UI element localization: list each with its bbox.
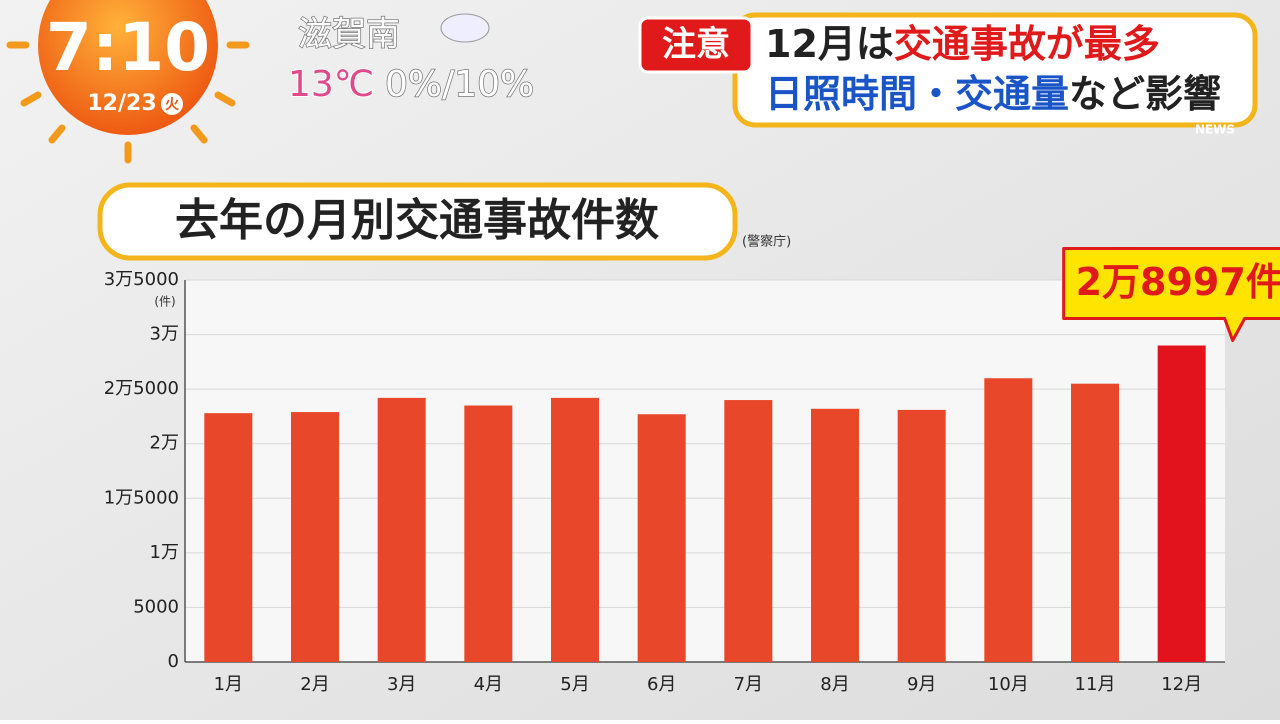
- y-tick-label: 2万5000: [104, 378, 179, 399]
- x-tick-label: 1月: [214, 674, 243, 695]
- bar: [897, 409, 946, 662]
- bar: [1071, 383, 1119, 662]
- y-axis-label: (件): [154, 295, 175, 309]
- news-logo: NEWS: [1195, 123, 1235, 137]
- clock-time: 7:10: [46, 9, 210, 86]
- precipitation: 0%/10%: [385, 64, 534, 105]
- value-label: 2万8997件: [1076, 260, 1280, 304]
- plot-area: [185, 280, 1225, 662]
- chart-title: 去年の月別交通事故件数: [175, 195, 659, 246]
- sun-ray: [48, 124, 66, 144]
- clock: [6, 41, 250, 164]
- title-box: [97, 182, 738, 261]
- sun-ray: [190, 124, 208, 144]
- x-tick-label: 7月: [734, 674, 763, 695]
- bar: [811, 408, 859, 662]
- y-tick-label: 3万: [150, 324, 179, 345]
- bar: [1157, 345, 1206, 662]
- bar: [551, 397, 599, 662]
- x-tick-label: 5月: [560, 674, 589, 695]
- x-tick-label: 2月: [300, 674, 329, 695]
- x-tick-label: 11月: [1075, 674, 1116, 695]
- headline-part: 交通事故が最多: [894, 22, 1160, 66]
- y-tick-label: 1万5000: [104, 487, 179, 508]
- y-tick-label: 2万: [150, 433, 179, 454]
- weather-icon: [440, 13, 490, 43]
- y-tick-label: 1万: [150, 542, 179, 563]
- y-tick-label: 3万5000: [104, 269, 179, 290]
- bar: [984, 378, 1033, 662]
- headline-line: 日照時間・交通量など影響: [765, 72, 1221, 116]
- callout-box: [1062, 247, 1280, 343]
- clock-date: 12/23: [87, 91, 156, 116]
- bar: [637, 414, 686, 662]
- x-tick-label: 12月: [1161, 674, 1202, 695]
- headline-part: 日照時間・交通量: [765, 72, 1069, 116]
- clock-weekday: 火: [165, 97, 180, 113]
- x-tick-label: 10月: [988, 674, 1029, 695]
- x-tick-label: 3月: [387, 674, 416, 695]
- headline-part: など影響: [1069, 72, 1221, 116]
- bar: [291, 412, 339, 662]
- x-tick-label: 6月: [647, 674, 676, 695]
- weekday-badge: [161, 93, 183, 115]
- temperature: 13℃: [288, 64, 374, 105]
- headline-part: 12月は: [765, 22, 894, 66]
- y-tick-label: 5000: [133, 596, 179, 617]
- sun-ray: [214, 91, 236, 107]
- x-tick-label: 4月: [474, 674, 503, 695]
- bar: [204, 413, 253, 662]
- y-tick-label: 0: [168, 651, 179, 672]
- sun-ray: [20, 91, 42, 107]
- bar: [724, 400, 773, 662]
- badge: 注意: [662, 25, 730, 65]
- x-tick-label: 9月: [907, 674, 936, 695]
- x-tick-label: 8月: [820, 674, 849, 695]
- location: 滋賀南: [298, 15, 400, 55]
- bar: [464, 405, 513, 662]
- source: (警察庁): [742, 234, 791, 250]
- bar: [377, 397, 426, 662]
- headline-line: 12月は交通事故が最多: [765, 22, 1160, 66]
- badge-box: [638, 16, 754, 74]
